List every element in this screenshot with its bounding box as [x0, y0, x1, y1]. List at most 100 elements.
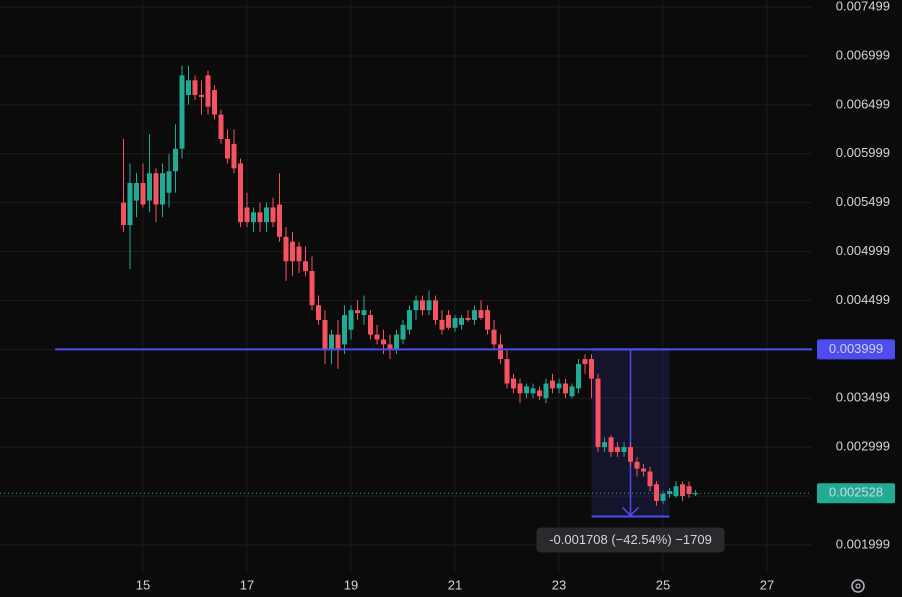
candle-body	[634, 461, 640, 469]
x-tick-label: 25	[656, 577, 670, 592]
price-label: 0.002528	[829, 485, 883, 500]
candle-body	[186, 80, 192, 95]
candle-body	[199, 94, 205, 97]
candle-body	[472, 310, 478, 320]
y-tick-label: 0.006999	[836, 47, 890, 62]
candle-body	[621, 447, 627, 452]
candle-body	[543, 383, 549, 399]
candle-body	[654, 484, 660, 501]
y-tick-label: 0.007499	[836, 0, 890, 13]
candle-body	[641, 468, 647, 472]
candle-body	[218, 114, 224, 139]
candle-body	[309, 271, 315, 306]
candle-body	[316, 305, 322, 320]
x-tick-label: 23	[552, 577, 566, 592]
candle-body	[127, 183, 133, 226]
candle-body	[251, 212, 257, 223]
candle-body	[264, 207, 270, 223]
candle-body	[342, 315, 348, 345]
candle-body	[647, 471, 653, 487]
candle-body	[602, 442, 608, 448]
candle-body	[673, 486, 679, 497]
y-tick-label: 0.004999	[836, 243, 890, 258]
candle-body	[160, 173, 166, 205]
candle-body	[569, 386, 575, 397]
candle-body	[563, 383, 569, 394]
candle-body	[667, 491, 673, 495]
candle-body	[485, 310, 491, 330]
hline-label-box	[817, 339, 895, 360]
price-label-box	[817, 483, 895, 504]
candle-body	[628, 447, 634, 462]
candle-body	[140, 183, 146, 205]
candle-body	[693, 493, 699, 495]
candle-body	[147, 173, 153, 201]
y-tick-label: 0.006499	[836, 96, 890, 111]
candle-body	[407, 310, 413, 330]
candle-body	[589, 359, 595, 379]
candle-body	[179, 75, 185, 149]
candle-body	[270, 207, 276, 223]
candle-body	[465, 317, 471, 320]
candle-body	[413, 300, 419, 311]
candle-body	[322, 319, 328, 350]
candle-body	[400, 324, 406, 340]
y-tick-label: 0.003499	[836, 390, 890, 405]
candle-body	[615, 447, 621, 452]
candle-body	[303, 261, 309, 272]
candle-body	[283, 236, 289, 262]
settings-icon[interactable]	[851, 579, 865, 593]
measure-label-box	[536, 527, 725, 553]
candle-body	[134, 183, 140, 201]
candle-body	[420, 300, 426, 311]
candle-body	[277, 204, 283, 237]
y-tick-label: 0.005499	[836, 194, 890, 209]
y-tick-label: 0.004499	[836, 292, 890, 307]
candle-body	[433, 300, 439, 320]
candle-body	[550, 380, 556, 389]
candle-body	[426, 300, 432, 311]
y-tick-label: 0.001999	[836, 536, 890, 551]
candle-body	[257, 212, 263, 223]
candle-body	[374, 334, 380, 340]
y-tick-label: 0.002999	[836, 439, 890, 454]
candle-body	[329, 334, 335, 350]
candle-body	[504, 359, 510, 384]
measure-arrowhead	[621, 506, 640, 517]
candle-body	[212, 90, 218, 115]
measure-label: -0.001708 (−42.54%) −1709	[549, 532, 712, 547]
candle-body	[231, 143, 237, 169]
candle-body	[511, 378, 517, 389]
candle-body	[296, 246, 302, 262]
candle-body	[530, 388, 536, 394]
candle-body	[608, 437, 614, 452]
x-tick-label: 15	[136, 577, 150, 592]
gear-center[interactable]	[855, 583, 861, 589]
candle-body	[381, 339, 387, 345]
candle-body	[517, 383, 523, 394]
x-tick-label: 21	[448, 577, 462, 592]
gear[interactable]	[851, 579, 865, 593]
candle-body	[121, 202, 127, 226]
candle-body	[225, 138, 231, 159]
candle-body	[459, 317, 465, 325]
candle-body	[498, 344, 504, 360]
candle-body	[537, 390, 543, 397]
candle-body	[355, 310, 361, 314]
candle-body	[348, 310, 354, 330]
candle-body	[173, 148, 179, 172]
candle-body	[394, 334, 400, 350]
candle-body	[192, 80, 198, 95]
candle-body	[556, 383, 562, 389]
candle-body	[244, 207, 250, 223]
x-tick-label: 17	[240, 577, 254, 592]
y-tick-label: 0.005999	[836, 145, 890, 160]
candle-body	[166, 171, 172, 193]
candle-body	[205, 75, 211, 107]
candle-body	[238, 163, 244, 223]
hline-label: 0.003999	[829, 341, 883, 356]
candle-body	[439, 319, 445, 330]
candle-body	[524, 386, 530, 394]
x-tick-label: 27	[760, 577, 774, 592]
